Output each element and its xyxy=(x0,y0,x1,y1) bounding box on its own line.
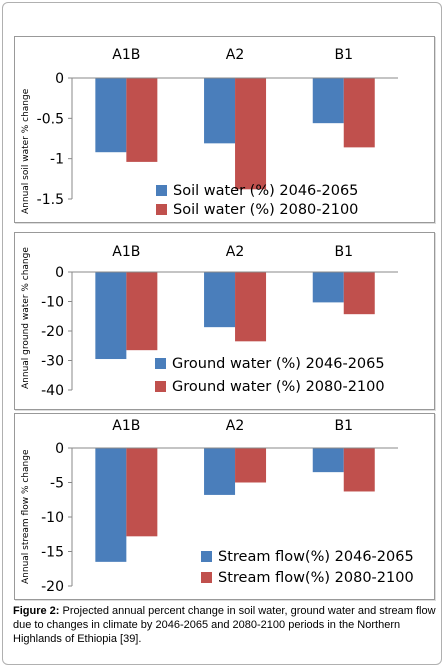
legend-swatch xyxy=(156,204,167,215)
bar xyxy=(343,448,375,492)
bar xyxy=(312,448,344,473)
bar xyxy=(204,78,236,144)
legend-label: Ground water (%) 2080-2100 xyxy=(172,379,385,395)
legend-label: Ground water (%) 2046-2065 xyxy=(172,356,385,372)
category-label: A2 xyxy=(226,47,244,63)
y-tick-label: -0.5 xyxy=(37,111,64,127)
legend-label: Soil water (%) 2080-2100 xyxy=(173,202,358,218)
y-tick-label: -20 xyxy=(41,579,64,595)
category-label: A2 xyxy=(226,418,244,434)
category-label: A1B xyxy=(112,244,140,260)
bar xyxy=(235,272,267,342)
category-label: B1 xyxy=(334,47,353,63)
category-label: A2 xyxy=(226,244,244,260)
bar xyxy=(126,448,158,537)
legend-swatch xyxy=(201,572,212,583)
y-tick-label: -10 xyxy=(41,295,64,311)
bar xyxy=(312,272,344,303)
category-label: B1 xyxy=(334,244,353,260)
y-tick-label: -15 xyxy=(41,545,64,561)
y-tick-label: 0 xyxy=(55,441,64,457)
bar xyxy=(204,448,236,495)
caption-text: Projected annual percent change in soil … xyxy=(13,605,436,645)
caption-label: Figure 2: xyxy=(13,605,60,617)
legend-label: Stream flow(%) 2080-2100 xyxy=(218,570,414,586)
y-tick-label: 0 xyxy=(55,71,64,87)
y-tick-label: -5 xyxy=(50,476,64,492)
ground-water-chart-panel: Annual ground water % change 0 -10 -20 -30-… xyxy=(14,232,435,410)
bar xyxy=(235,78,267,190)
stream-flow-chart-panel: Annual stream flow % change 0 -5 -10 -15 -20… xyxy=(14,413,435,600)
legend-swatch xyxy=(156,185,167,196)
stream-flow-chart: 0 -5 -10 -15 -20 A1B A2 B1 Stream flow(%) 2046-2… xyxy=(41,418,414,595)
ground-water-chart: 0 -10 -20 -30 -40 A1B A2 B1 Ground water (%) 204… xyxy=(41,244,398,399)
y-tick-label: -20 xyxy=(41,324,64,340)
y-tick-label: 0 xyxy=(55,265,64,281)
bar xyxy=(95,272,127,360)
y-tick-label: -1 xyxy=(50,152,64,168)
y-tick-label: -40 xyxy=(41,383,64,399)
legend-label: Stream flow(%) 2046-2065 xyxy=(218,549,414,565)
y-tick-label: -30 xyxy=(41,354,64,370)
bar xyxy=(204,272,236,328)
bar xyxy=(95,78,127,153)
soil-water-chart-panel: Annual soil water % change 0 -0.5 -1 -1.5 A1… xyxy=(14,36,435,223)
y-tick-label: -1.5 xyxy=(37,192,64,208)
bar xyxy=(343,272,375,315)
bar xyxy=(126,272,158,351)
bar xyxy=(312,78,344,124)
category-label: B1 xyxy=(334,418,353,434)
figure-caption: Figure 2: Projected annual percent chang… xyxy=(13,604,436,646)
bar xyxy=(235,448,267,483)
legend-swatch xyxy=(155,381,166,392)
bar xyxy=(126,78,158,162)
bar xyxy=(95,448,127,562)
y-tick-label: -10 xyxy=(41,510,64,526)
legend-swatch xyxy=(155,358,166,369)
category-label: A1B xyxy=(112,418,140,434)
legend-swatch xyxy=(201,551,212,562)
soil-water-chart: 0 -0.5 -1 -1.5 A1B A2 B1 Soil water (%) 2046-20… xyxy=(37,47,398,218)
category-label: A1B xyxy=(112,47,140,63)
legend-label: Soil water (%) 2046-2065 xyxy=(173,183,358,199)
bar xyxy=(343,78,375,148)
